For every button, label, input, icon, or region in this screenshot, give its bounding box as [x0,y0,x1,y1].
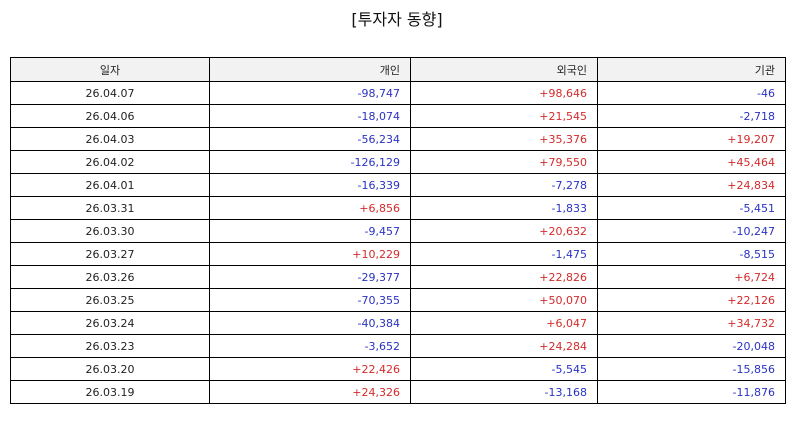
institution-cell: -11,876 [597,380,786,404]
date-cell: 26.03.20 [10,357,210,381]
institution-cell: +19,207 [597,127,786,151]
institution-cell: +6,724 [597,265,786,289]
individual-cell: -126,129 [209,150,411,174]
foreign-cell: +21,545 [410,104,598,128]
foreign-cell: +22,826 [410,265,598,289]
individual-cell: -40,384 [209,311,411,335]
page-title: [투자자 동향] [351,10,443,29]
date-cell: 26.03.26 [10,265,210,289]
date-cell: 26.04.02 [10,150,210,174]
table-row: 26.04.03 -56,234 +35,376 +19,207 [10,127,786,151]
table-row: 26.04.06 -18,074 +21,545 -2,718 [10,104,786,128]
institution-cell: +24,834 [597,173,786,197]
table-row: 26.04.01 -16,339 -7,278 +24,834 [10,173,786,197]
table-row: 26.03.24 -40,384 +6,047 +34,732 [10,311,786,335]
individual-cell: -98,747 [209,81,411,105]
institution-cell: -8,515 [597,242,786,266]
table-header-row: 일자 개인 외국인 기관 [10,57,786,82]
foreign-cell: +50,070 [410,288,598,312]
investor-trend-table: 일자 개인 외국인 기관 26.04.07 -98,747 +98,646 -46 26… [10,57,786,404]
date-cell: 26.04.03 [10,127,210,151]
foreign-cell: +98,646 [410,81,598,105]
individual-cell: +24,326 [209,380,411,404]
institution-cell: -15,856 [597,357,786,381]
individual-cell: -16,339 [209,173,411,197]
institution-cell: +34,732 [597,311,786,335]
foreign-cell: -1,833 [410,196,598,220]
table-row: 26.03.26 -29,377 +22,826 +6,724 [10,265,786,289]
date-cell: 26.04.07 [10,81,210,105]
header-individual: 개인 [209,57,411,82]
foreign-cell: +79,550 [410,150,598,174]
table-row: 26.03.20 +22,426 -5,545 -15,856 [10,357,786,381]
date-cell: 26.03.24 [10,311,210,335]
institution-cell: -5,451 [597,196,786,220]
table-row: 26.03.25 -70,355 +50,070 +22,126 [10,288,786,312]
date-cell: 26.04.06 [10,104,210,128]
individual-cell: +6,856 [209,196,411,220]
institution-cell: -46 [597,81,786,105]
table-row: 26.03.27 +10,229 -1,475 -8,515 [10,242,786,266]
individual-cell: -3,652 [209,334,411,358]
individual-cell: -70,355 [209,288,411,312]
institution-cell: -20,048 [597,334,786,358]
foreign-cell: +20,632 [410,219,598,243]
date-cell: 26.03.27 [10,242,210,266]
header-foreign: 외국인 [410,57,598,82]
individual-cell: -56,234 [209,127,411,151]
foreign-cell: -1,475 [410,242,598,266]
header-institution: 기관 [597,57,786,82]
institution-cell: -2,718 [597,104,786,128]
date-cell: 26.03.25 [10,288,210,312]
individual-cell: +22,426 [209,357,411,381]
institution-cell: +22,126 [597,288,786,312]
institution-cell: +45,464 [597,150,786,174]
individual-cell: -18,074 [209,104,411,128]
foreign-cell: -7,278 [410,173,598,197]
date-cell: 26.03.23 [10,334,210,358]
table-row: 26.04.02 -126,129 +79,550 +45,464 [10,150,786,174]
header-date: 일자 [10,57,210,82]
date-cell: 26.03.30 [10,219,210,243]
table-row: 26.04.07 -98,747 +98,646 -46 [10,81,786,105]
table-row: 26.03.30 -9,457 +20,632 -10,247 [10,219,786,243]
individual-cell: +10,229 [209,242,411,266]
foreign-cell: -5,545 [410,357,598,381]
foreign-cell: +35,376 [410,127,598,151]
date-cell: 26.04.01 [10,173,210,197]
institution-cell: -10,247 [597,219,786,243]
foreign-cell: +6,047 [410,311,598,335]
table-row: 26.03.31 +6,856 -1,833 -5,451 [10,196,786,220]
date-cell: 26.03.31 [10,196,210,220]
table-row: 26.03.19 +24,326 -13,168 -11,876 [10,380,786,404]
foreign-cell: -13,168 [410,380,598,404]
foreign-cell: +24,284 [410,334,598,358]
individual-cell: -29,377 [209,265,411,289]
individual-cell: -9,457 [209,219,411,243]
date-cell: 26.03.19 [10,380,210,404]
table-row: 26.03.23 -3,652 +24,284 -20,048 [10,334,786,358]
